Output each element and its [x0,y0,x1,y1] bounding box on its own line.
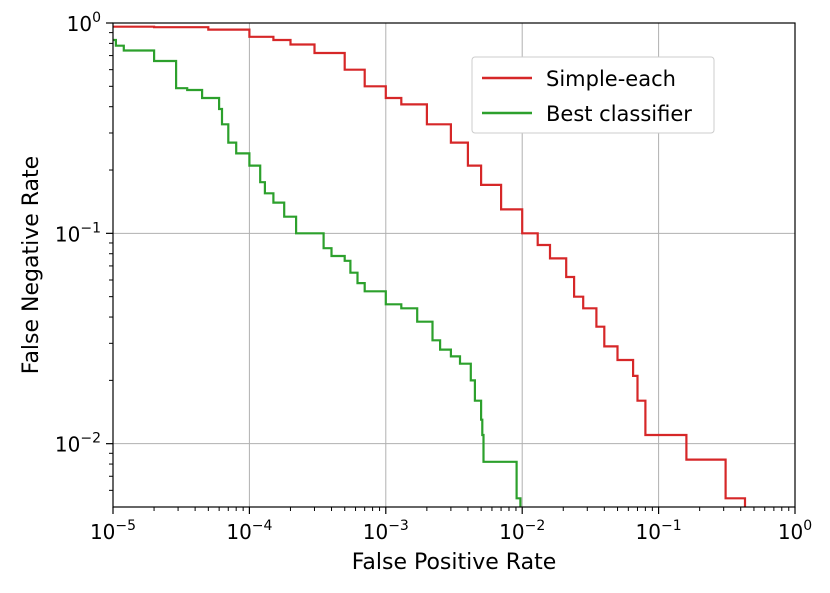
legend: Simple-each Best classifier [471,56,715,134]
x-tick-label: 100 [778,518,812,544]
x-tick-label: 10−5 [90,518,136,544]
series-line-simple-each [113,25,747,507]
series-line-best-classifier [113,38,522,507]
plot-frame [112,22,796,508]
x-axis-label: False Positive Rate [352,550,556,575]
axis-ticks [106,22,796,514]
x-tick-label: 10−4 [226,518,272,544]
y-tick-label: 100 [67,10,101,36]
y-axis-label: False Negative Rate [19,156,44,374]
x-tick-label: 10−2 [499,518,545,544]
series-lines [113,25,747,507]
legend-label-best-classifier: Best classifier [546,102,692,126]
y-tick-label: 10−1 [55,220,101,246]
tick-labels: 10−5 10−4 10−3 10−2 10−1 100 10−2 10−1 100 [55,10,812,544]
legend-label-simple-each: Simple-each [546,67,676,91]
x-tick-label: 10−3 [363,518,409,544]
y-tick-label: 10−2 [55,431,101,457]
x-tick-label: 10−1 [636,518,682,544]
legend-box [471,56,715,134]
